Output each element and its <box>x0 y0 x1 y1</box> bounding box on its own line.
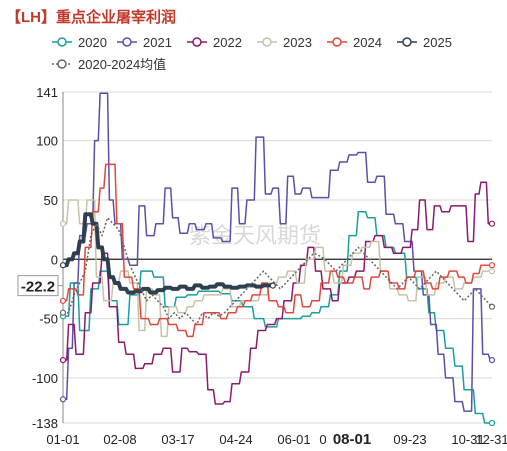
series-line-4 <box>63 163 492 338</box>
series-marker-1-start <box>59 396 67 403</box>
x-tick-label: 10-31 <box>451 432 484 447</box>
chart-title: 【LH】重点企业屠宰利润 <box>6 9 176 26</box>
legend-label-3: 2023 <box>283 35 312 50</box>
x-tick-label: 09-23 <box>393 432 426 447</box>
series-line-2 <box>63 181 492 405</box>
y-tick-label: 0 <box>51 252 58 267</box>
series-marker-1-end <box>488 357 496 364</box>
x-tick-label: 0 <box>319 432 326 447</box>
series-marker-2-end <box>488 220 496 227</box>
y-tick-label: -50 <box>39 312 58 327</box>
legend-marker-5 <box>402 37 412 47</box>
series-line-5 <box>63 212 274 295</box>
y-tick-label: -138 <box>32 416 58 431</box>
title-bar: 【LH】重点企业屠宰利润 <box>0 0 507 28</box>
legend-marker-3 <box>262 37 272 47</box>
series-line-1 <box>63 92 492 412</box>
legend-label-6: 2020-2024均值 <box>78 57 166 72</box>
series-marker-2-start <box>59 357 67 364</box>
y-tick-label: -100 <box>32 371 58 386</box>
x-tick-label: 02-08 <box>103 432 136 447</box>
x-tick-label: 04-24 <box>219 432 252 447</box>
y-tick-label: 50 <box>44 193 58 208</box>
legend-marker-6 <box>57 59 67 69</box>
series-marker-4-start <box>59 297 67 304</box>
legend-label-5: 2025 <box>423 35 452 50</box>
value-badge-label: -22.2 <box>21 279 55 296</box>
legend-label-1: 2021 <box>143 35 172 50</box>
series-marker-0-end <box>488 419 496 427</box>
legend-marker-2 <box>192 37 202 47</box>
x-tick-label: 03-17 <box>161 432 194 447</box>
watermark: 紫金天风期货 <box>189 224 321 249</box>
series-marker-4-end <box>488 262 496 269</box>
series-marker-6-end <box>488 303 496 310</box>
series-marker-5-start <box>59 262 67 269</box>
series-marker-5-end <box>269 282 276 289</box>
series-marker-3-start <box>59 220 67 227</box>
legend-label-2: 2022 <box>213 35 242 50</box>
x-tick-label: 12-31 <box>475 432 507 447</box>
y-tick-label: 100 <box>36 134 58 149</box>
series-marker-6-start <box>59 309 67 316</box>
legend-marker-1 <box>122 37 132 47</box>
legend-marker-0 <box>57 37 67 47</box>
series-line-3 <box>63 199 492 338</box>
x-tick-label: 08-01 <box>333 431 371 448</box>
legend-label-4: 2024 <box>353 35 382 50</box>
y-tick-label: 141 <box>36 85 58 100</box>
legend-label-0: 2020 <box>78 35 107 50</box>
x-tick-label: 06-01 <box>277 432 310 447</box>
x-tick-label: 01-01 <box>46 432 79 447</box>
legend-marker-4 <box>332 37 342 47</box>
series-marker-3-end <box>488 268 496 275</box>
